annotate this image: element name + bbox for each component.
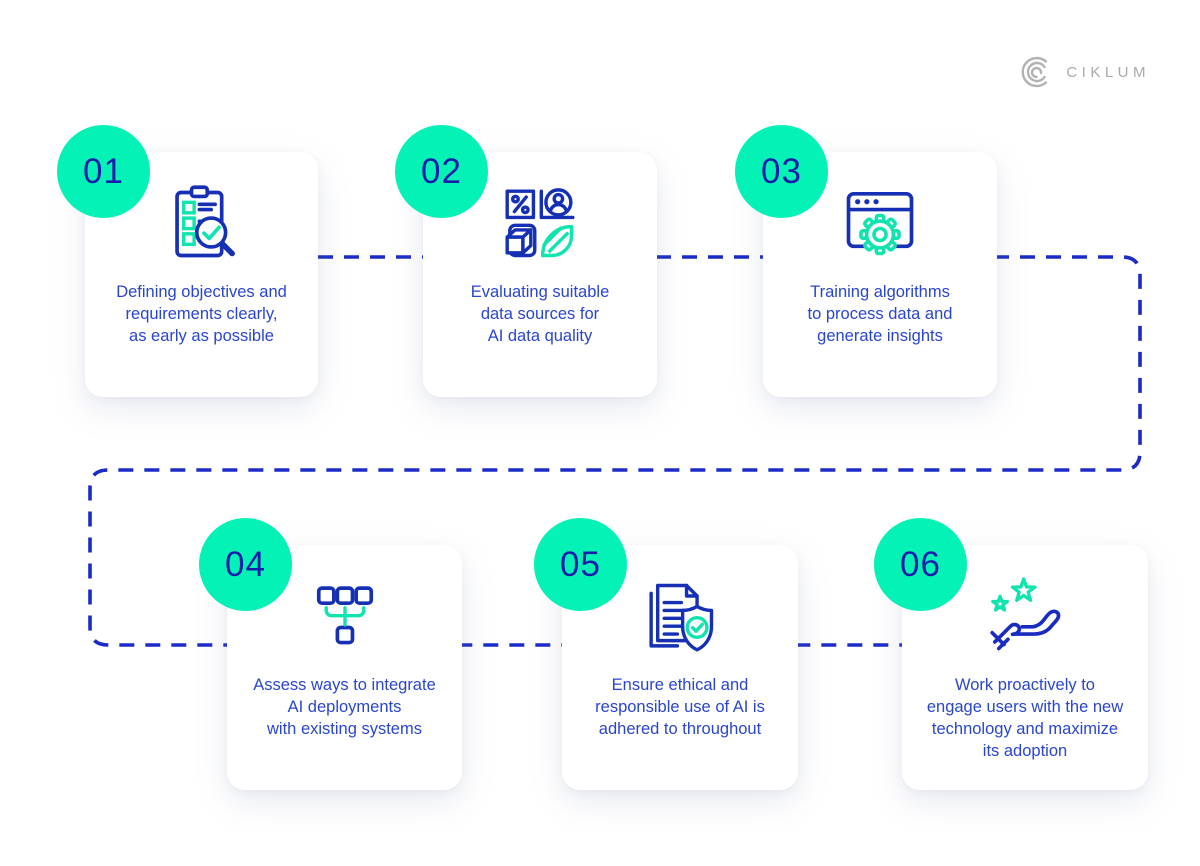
step-5-number-badge: 05: [534, 518, 627, 611]
step-2-number-badge: 02: [395, 125, 488, 218]
step-2-description: Evaluating suitable data sources for AI …: [470, 283, 610, 345]
clipboard-checklist-magnifier-icon: [160, 180, 244, 268]
step-3-number: 03: [761, 151, 802, 191]
hand-stars-adoption-icon: [981, 573, 1069, 661]
document-shield-check-icon: [638, 573, 722, 661]
step-6-description: Work proactively to engage users with th…: [926, 676, 1124, 760]
step-1-description: Defining objectives and requirements cle…: [116, 283, 287, 345]
step-3-number-badge: 03: [735, 125, 828, 218]
brand-name: CIKLUM: [1066, 63, 1150, 81]
step-2-number: 02: [421, 151, 462, 191]
browser-gear-icon: [838, 180, 922, 268]
brand-logo: CIKLUM: [1016, 52, 1150, 92]
step-card-1: Defining objectives and requirements cle…: [85, 152, 318, 397]
step-card-4: Assess ways to integrate AI deployments …: [227, 545, 462, 790]
step-6-number-badge: 06: [874, 518, 967, 611]
step-1-number-badge: 01: [57, 125, 150, 218]
step-4-number-badge: 04: [199, 518, 292, 611]
step-1-number: 01: [83, 151, 124, 191]
step-6-number: 06: [900, 544, 941, 584]
step-5-description: Ensure ethical and responsible use of AI…: [595, 676, 765, 738]
step-3-description: Training algorithms to process data and …: [807, 283, 953, 345]
ciklum-arcs-icon: [1021, 56, 1048, 88]
integration-hierarchy-icon: [303, 573, 387, 661]
step-4-description: Assess ways to integrate AI deployments …: [253, 676, 436, 738]
step-4-number: 04: [225, 544, 266, 584]
step-5-number: 05: [560, 544, 601, 584]
data-sources-quadrants-icon: [498, 180, 582, 268]
